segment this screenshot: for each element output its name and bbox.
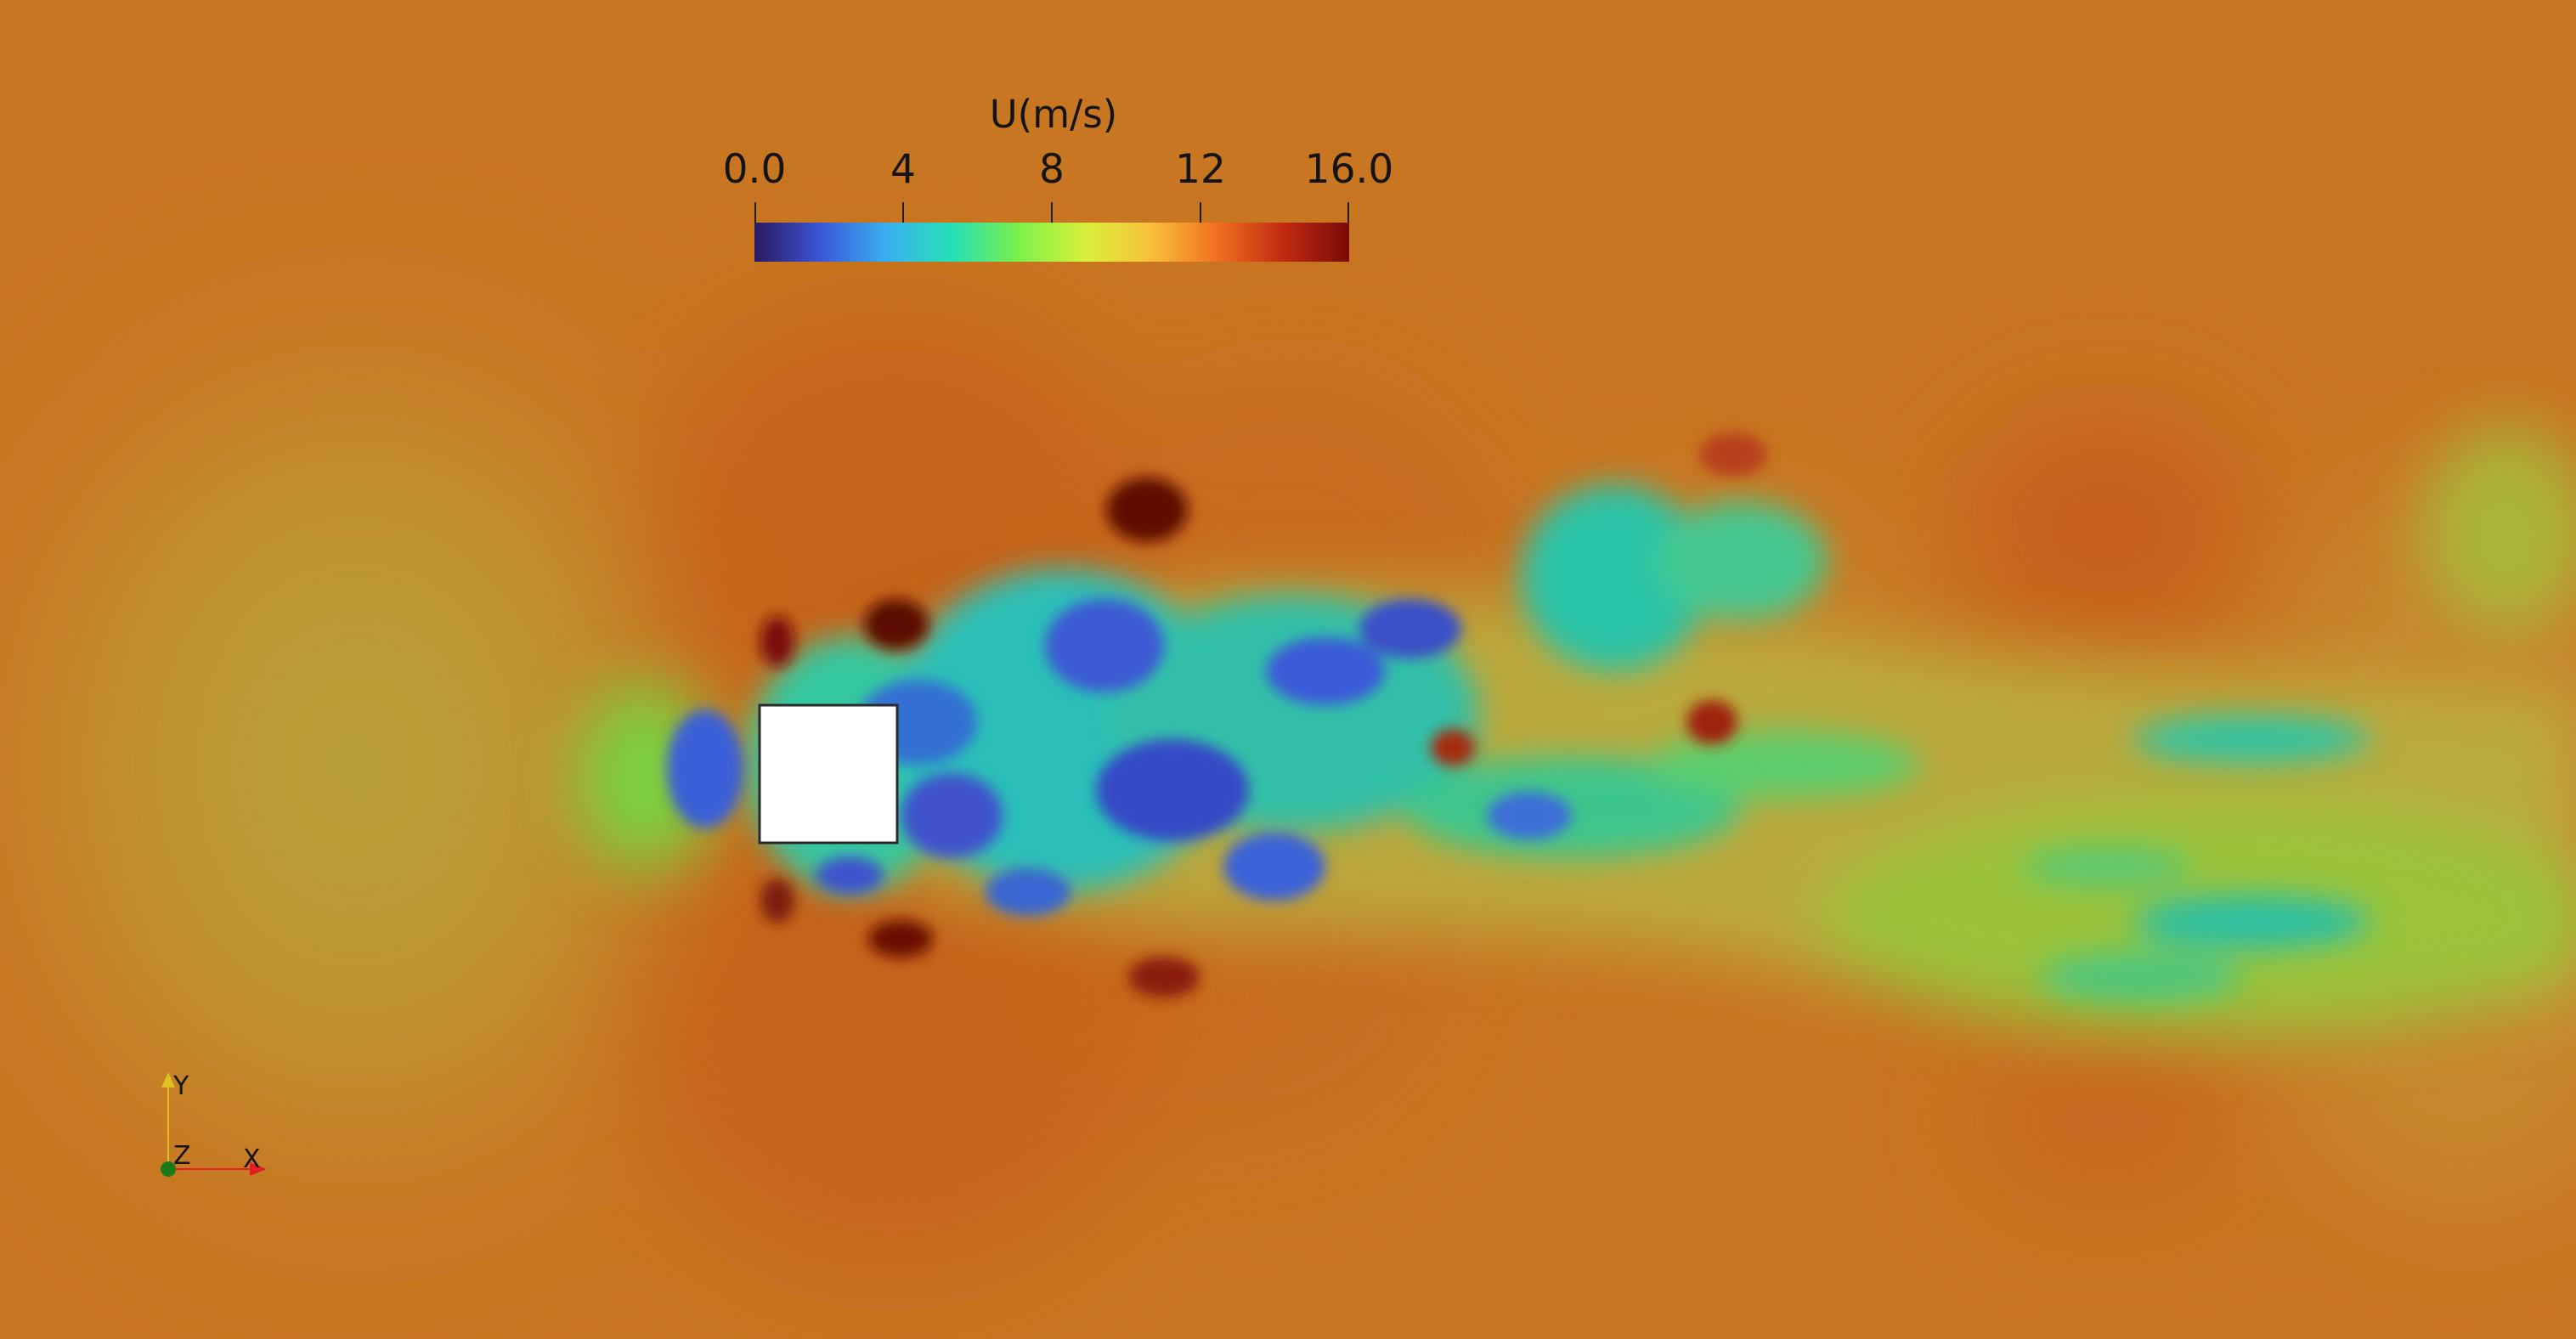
y-axis-arrow [161,1072,175,1088]
y-axis-label: Y [173,1071,189,1101]
z-axis-dot [161,1161,176,1177]
x-axis-arrow [250,1162,267,1176]
x-axis-label: X [243,1144,261,1174]
z-axis-label: Z [173,1141,191,1171]
square-obstacle [758,703,899,845]
orientation-axes: Y Z X [127,1054,297,1189]
